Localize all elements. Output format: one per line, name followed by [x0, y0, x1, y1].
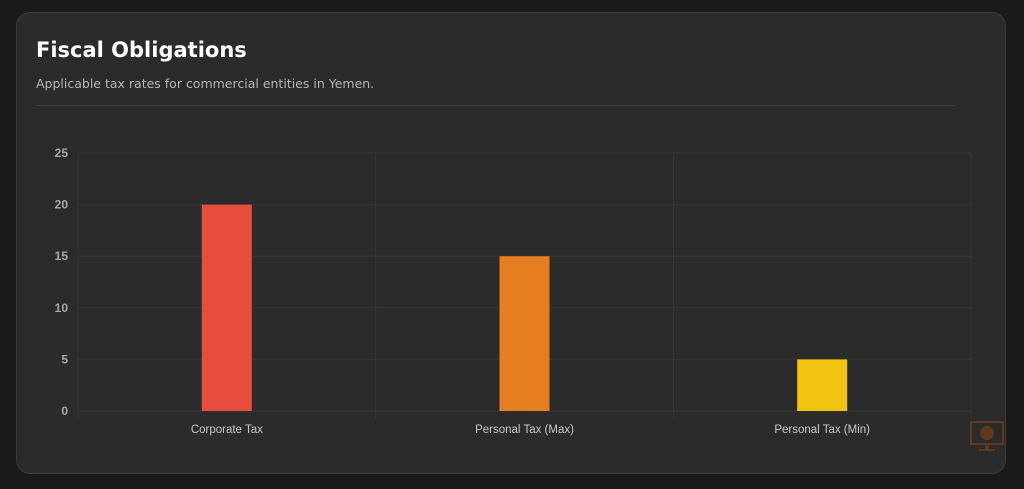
page-subtitle: Applicable tax rates for commercial enti… [36, 76, 375, 91]
y-tick-label: 10 [55, 301, 69, 315]
y-tick-label: 5 [61, 352, 68, 366]
x-tick-label: Personal Tax (Min) [774, 424, 870, 436]
y-tick-label: 20 [55, 198, 69, 212]
page-title: Fiscal Obligations [36, 38, 247, 62]
bar-personal-tax-max [499, 256, 550, 411]
bar-corporate-tax [201, 204, 252, 411]
watermark-logo [952, 420, 1022, 456]
x-tick-label: Personal Tax (Max) [475, 424, 574, 436]
divider [36, 105, 955, 106]
bar-personal-tax-min [797, 359, 848, 411]
x-tick-label: Corporate Tax [191, 424, 263, 436]
y-tick-label: 25 [55, 146, 69, 160]
y-tick-label: 0 [61, 404, 68, 418]
y-tick-label: 15 [55, 249, 69, 263]
